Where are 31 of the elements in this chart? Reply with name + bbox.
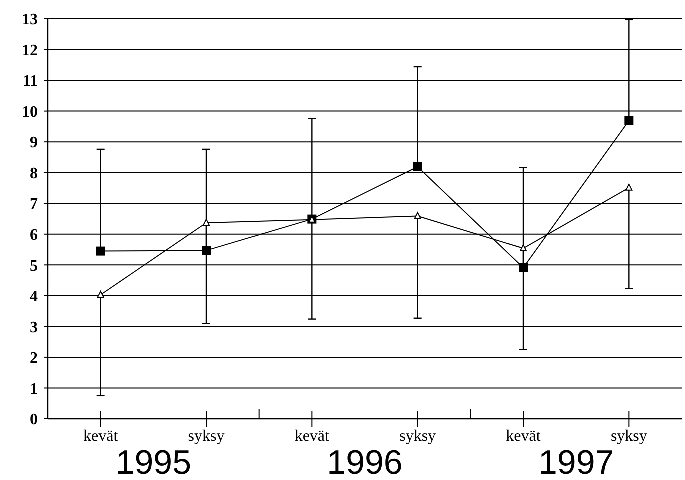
y-tick-label: 12 — [22, 42, 38, 60]
y-tick-label: 4 — [30, 288, 38, 306]
text: 1995 — [116, 444, 192, 480]
y-tick-label: 13 — [22, 12, 38, 29]
point — [520, 244, 527, 252]
x-tick-label: kevät — [506, 428, 542, 445]
y-tick-label: 2 — [30, 350, 38, 368]
y-tick-label: 8 — [30, 165, 38, 182]
point — [413, 162, 422, 172]
y-tick-label: 0 — [30, 412, 38, 429]
point — [414, 212, 422, 220]
point — [96, 246, 106, 256]
point — [203, 219, 210, 226]
y-tick-label: 5 — [30, 258, 38, 275]
x-tick-label: syksy — [400, 428, 436, 445]
y-tick-label: 9 — [30, 134, 38, 152]
x-tick-label: syksy — [188, 428, 225, 445]
y-tick-label: 7 — [30, 196, 38, 214]
y-tick-label: 3 — [30, 319, 38, 336]
text: 1997 — [538, 444, 614, 480]
y-tick-label: 1 — [30, 380, 38, 398]
text: 1996 — [327, 444, 403, 480]
point — [97, 291, 104, 298]
y-tick-label: 11 — [22, 73, 38, 90]
point — [626, 184, 633, 191]
y-tick-label: 6 — [30, 226, 38, 244]
x-tick-label: syksy — [610, 428, 648, 445]
point — [624, 116, 634, 126]
x-tick-label: kevät — [84, 428, 119, 445]
y-tick-label: 10 — [22, 104, 38, 121]
x-tick-label: kevät — [294, 428, 330, 445]
